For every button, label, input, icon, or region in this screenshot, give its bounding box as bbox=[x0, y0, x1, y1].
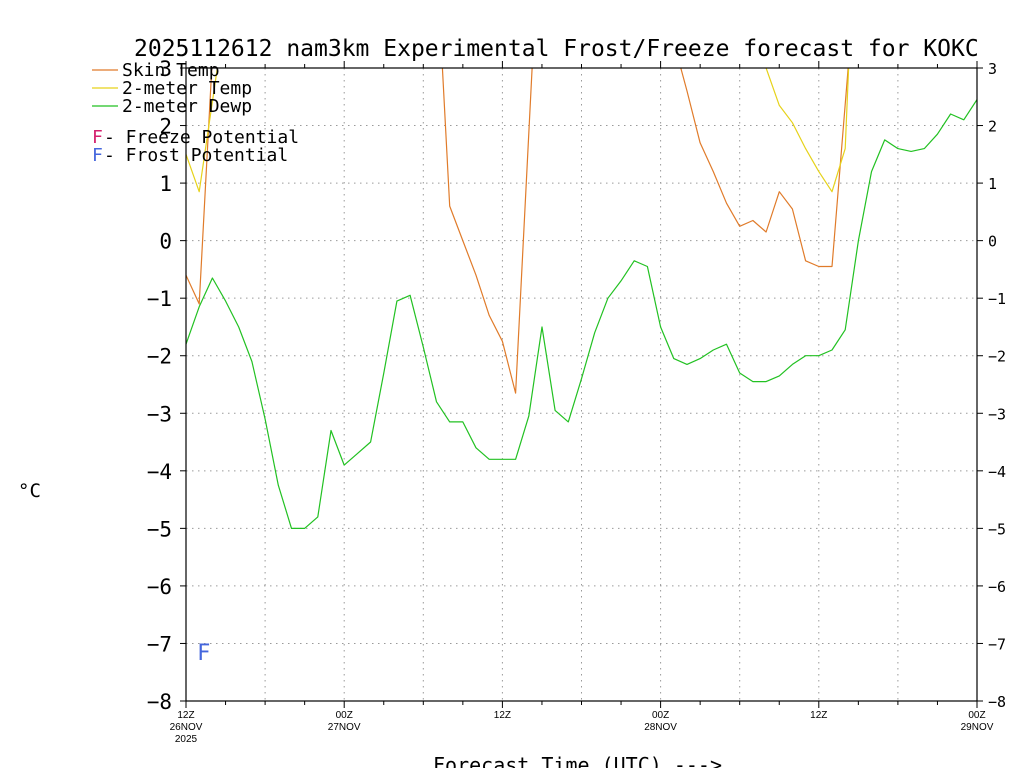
y-tick-label-right: 3 bbox=[988, 60, 997, 78]
plot-frame bbox=[185, 67, 978, 702]
y-tick-label-right: 2 bbox=[988, 118, 997, 136]
annotations: F bbox=[197, 641, 210, 666]
legend-marker-letter: F bbox=[92, 145, 103, 166]
x-tick-label: 00Z bbox=[652, 710, 669, 721]
x-tick-label: 2025 bbox=[175, 734, 198, 745]
y-tick-label-right: −8 bbox=[988, 693, 1006, 711]
x-tick-label: 12Z bbox=[810, 710, 827, 721]
legend-label: Skin Temp bbox=[122, 60, 220, 81]
y-tick-label-right: −5 bbox=[988, 520, 1006, 538]
y-axis-left-labels: −8 −7 −6 −5 −4 −3 −2 −1 0 1 2 3 bbox=[147, 57, 172, 714]
chart-title: 2025112612 nam3km Experimental Frost/Fre… bbox=[134, 36, 979, 62]
legend-marker-label: - Freeze Potential bbox=[104, 127, 299, 148]
x-tick-label: 00Z bbox=[336, 710, 353, 721]
y-tick-label-left: −7 bbox=[147, 632, 172, 656]
y-tick-label-left: −5 bbox=[147, 517, 172, 541]
legend-marker-label: - Frost Potential bbox=[104, 145, 288, 166]
frost-potential-marker: F bbox=[197, 641, 210, 666]
x-tick-label: 28NOV bbox=[644, 722, 677, 733]
y-tick-label-left: 0 bbox=[159, 230, 172, 254]
series-line-skin-temp bbox=[186, 68, 849, 394]
y-tick-label-left: 1 bbox=[159, 172, 172, 196]
x-axis-label: Forecast Time (UTC) ---> bbox=[433, 753, 722, 768]
series-lines bbox=[186, 68, 977, 530]
legend-label: 2-meter Temp bbox=[122, 78, 252, 99]
y-axis-label: °C bbox=[18, 480, 41, 502]
y-tick-label-right: −1 bbox=[988, 290, 1006, 308]
x-tick-label: 00Z bbox=[968, 710, 985, 721]
grid-lines bbox=[186, 68, 977, 701]
y-tick-label-right: −6 bbox=[988, 578, 1006, 596]
y-tick-label-left: −6 bbox=[147, 575, 172, 599]
x-tick-label: 29NOV bbox=[961, 722, 994, 733]
x-tick-label: 12Z bbox=[177, 710, 194, 721]
y-tick-label-left: −4 bbox=[147, 460, 172, 484]
legend-marker-letter: F bbox=[92, 127, 103, 148]
y-tick-label-right: −7 bbox=[988, 635, 1006, 653]
series-line-2-meter-dewp bbox=[186, 99, 977, 530]
series-line-2-meter-temp bbox=[186, 68, 850, 193]
y-tick-label-right: 1 bbox=[988, 175, 997, 193]
y-tick-label-left: −8 bbox=[147, 690, 172, 714]
y-tick-label-right: −2 bbox=[988, 348, 1006, 366]
y-tick-label-left: −1 bbox=[147, 287, 172, 311]
legend-label: 2-meter Dewp bbox=[122, 96, 252, 117]
y-tick-label-left: 3 bbox=[159, 57, 172, 81]
y-tick-label-right: −3 bbox=[988, 405, 1006, 423]
y-tick-label-left: 2 bbox=[159, 115, 172, 139]
x-tick-label: 27NOV bbox=[328, 722, 361, 733]
axis-ticks bbox=[180, 61, 983, 708]
y-tick-label-right: −4 bbox=[988, 463, 1006, 481]
y-tick-label-right: 0 bbox=[988, 233, 997, 251]
x-tick-label: 12Z bbox=[494, 710, 511, 721]
y-tick-label-left: −2 bbox=[147, 345, 172, 369]
x-tick-label: 26NOV bbox=[170, 722, 203, 733]
y-tick-label-left: −3 bbox=[147, 402, 172, 426]
y-axis-right-labels: −8 −7 −6 −5 −4 −3 −2 −1 0 1 2 3 bbox=[988, 60, 1006, 711]
